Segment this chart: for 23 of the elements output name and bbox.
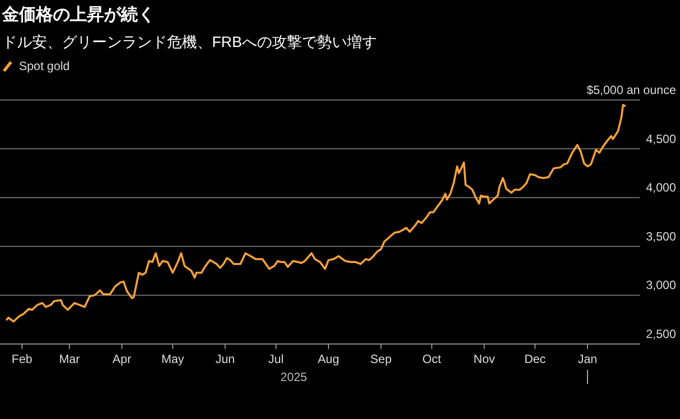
x-tick-label: May xyxy=(161,352,184,366)
x-tick-label: Aug xyxy=(318,352,340,366)
x-tick-label: Jan xyxy=(578,352,598,366)
y-tick-label: 3,500 xyxy=(646,229,676,244)
x-tick-label: Jul xyxy=(268,352,284,366)
y-tick-label: $5,000 an ounce xyxy=(586,83,676,97)
x-tick-label: Apr xyxy=(112,352,132,366)
y-tick-label: 3,000 xyxy=(646,278,676,292)
x-tick-label: Nov xyxy=(474,352,495,366)
legend: Spot gold xyxy=(2,59,70,73)
y-tick-label: 2,500 xyxy=(646,327,676,341)
x-tick-label: Feb xyxy=(12,352,33,366)
chart-title: 金価格の上昇が続く xyxy=(1,5,155,24)
chart-subtitle: ドル安、グリーンランド危機、FRBへの攻撃で勢い増す xyxy=(2,34,377,51)
x-tick-label: Sep xyxy=(370,352,392,366)
y-tick-label: 4,000 xyxy=(646,180,676,195)
y-tick-label: 4,500 xyxy=(646,132,676,146)
x-axis-title: 2025 xyxy=(280,370,308,384)
x-tick-label: Dec xyxy=(524,352,546,366)
x-tick-label: Oct xyxy=(422,352,442,366)
x-tick-label: Jun xyxy=(216,352,235,366)
x-tick-label: Mar xyxy=(59,352,80,366)
legend-label: Spot gold xyxy=(19,59,70,73)
